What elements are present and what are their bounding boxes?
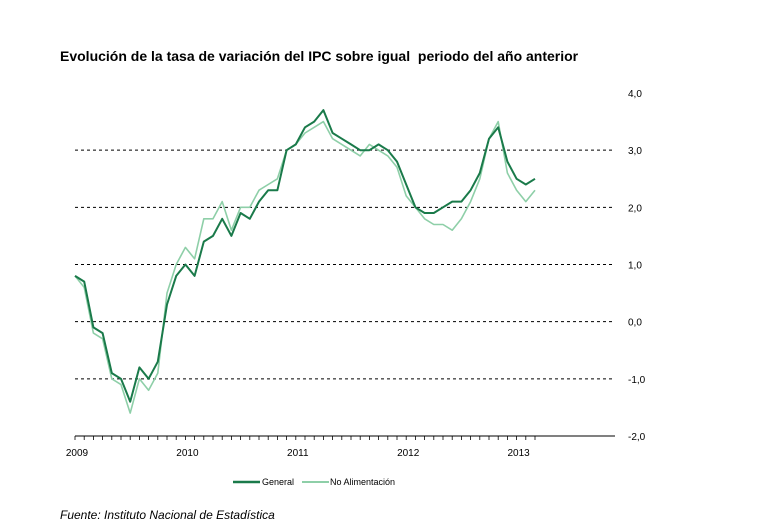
y-tick-label: 3,0 [628,146,642,157]
x-tick-label: 2009 [66,448,89,459]
series-line-0 [74,109,536,403]
x-tick-label: 2010 [176,448,199,459]
x-axis [74,435,615,440]
gridlines [75,149,615,380]
legend-label-0: General [262,477,294,487]
y-tick-label: -1,0 [628,375,646,386]
chart-title: Evolución de la tasa de variación del IP… [60,48,579,64]
x-tick-label: 2013 [507,448,530,459]
y-axis-tick-labels: 4,0 3,0 2,0 1,0 0,0 -1,0 -2,0 [628,89,646,443]
series-line-1 [74,120,536,414]
x-tick-label: 2011 [287,448,309,459]
x-axis-tick-labels: 2009 2010 2011 2012 2013 [66,448,530,459]
y-tick-label: 1,0 [628,261,642,272]
series-lines [74,109,536,414]
legend: General No Alimentación [233,477,395,487]
x-tick-label: 2012 [397,448,420,459]
y-tick-label: 0,0 [628,318,642,329]
y-tick-label: -2,0 [628,432,646,443]
legend-label-1: No Alimentación [330,477,395,487]
y-tick-label: 4,0 [628,89,642,100]
y-tick-label: 2,0 [628,203,642,214]
source-note: Fuente: Instituto Nacional de Estadístic… [60,508,275,522]
